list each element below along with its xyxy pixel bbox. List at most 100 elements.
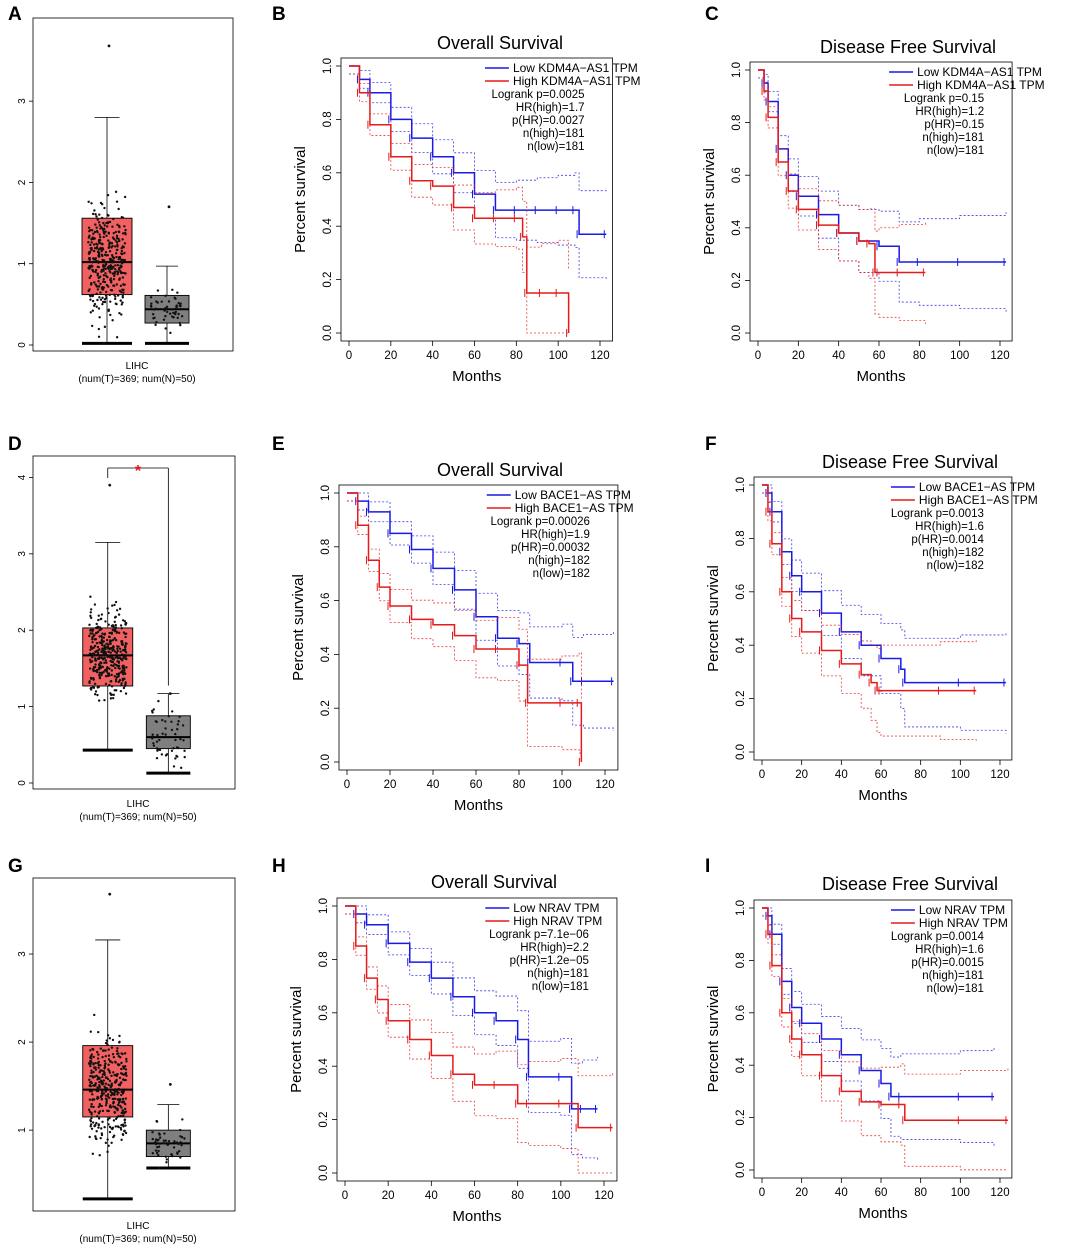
- data-point: [152, 708, 155, 711]
- stat-line: n(high)=181: [922, 970, 984, 982]
- data-point: [90, 324, 94, 328]
- legend-label: Low KDM4A−AS1 TPM: [917, 65, 1042, 79]
- data-point: [119, 299, 122, 302]
- data-point: [94, 663, 97, 666]
- data-point: [104, 620, 107, 623]
- data-point: [93, 237, 96, 240]
- data-point: [102, 235, 105, 239]
- data-point: [112, 638, 115, 642]
- series-high: [762, 484, 977, 743]
- data-point: [106, 260, 110, 264]
- plot-frame: [32, 455, 236, 790]
- data-point: [94, 1135, 97, 1138]
- data-point: [174, 732, 177, 736]
- y-tick-label: 0.8: [320, 539, 332, 555]
- data-point: [101, 1089, 104, 1093]
- data-point: [100, 1127, 103, 1130]
- data-point: [97, 251, 100, 254]
- data-point: [161, 732, 164, 735]
- data-point: [90, 282, 93, 285]
- data-point: [118, 1040, 121, 1044]
- data-point: [106, 1150, 109, 1154]
- data-point: [155, 740, 159, 743]
- data-point: [158, 1142, 162, 1145]
- data-point: [100, 638, 104, 642]
- data-point: [177, 301, 180, 305]
- stat-line: p(HR)=0.0014: [911, 534, 984, 546]
- y-tick-label: 4: [17, 474, 28, 480]
- data-point: [99, 282, 102, 286]
- data-point: [151, 312, 155, 316]
- data-point: [92, 686, 96, 689]
- data-point: [94, 631, 98, 635]
- data-point: [92, 1063, 95, 1066]
- stat-line: Logrank p=0.15: [904, 93, 984, 105]
- data-point: [108, 250, 112, 253]
- data-point: [90, 1102, 93, 1106]
- data-point: [104, 659, 108, 662]
- data-point: [92, 249, 96, 253]
- data-point: [96, 230, 99, 234]
- data-point: [88, 288, 91, 291]
- data-point: [113, 1111, 117, 1114]
- data-point: [117, 645, 120, 648]
- legend-label: High BACE1−AS TPM: [515, 501, 634, 515]
- data-point: [109, 642, 112, 645]
- data-point: [110, 258, 113, 261]
- data-points: [87, 892, 128, 1157]
- data-point: [93, 1098, 96, 1101]
- data-point: [119, 671, 122, 674]
- data-point: [93, 1075, 97, 1078]
- data-point: [170, 315, 174, 318]
- data-point: [96, 686, 100, 689]
- data-point: [112, 646, 115, 649]
- stat-line: n(high)=182: [528, 555, 590, 567]
- data-point: [177, 312, 180, 316]
- data-point: [151, 1152, 155, 1155]
- data-point: [89, 1120, 93, 1123]
- data-point: [95, 292, 98, 295]
- data-point: [97, 648, 100, 652]
- data-point: [98, 1154, 101, 1157]
- data-point: [116, 647, 119, 651]
- data-point: [123, 655, 126, 658]
- data-point: [96, 218, 99, 221]
- data-point: [114, 230, 118, 234]
- data-point: [88, 251, 92, 254]
- data-point: [112, 259, 115, 262]
- data-point: [110, 1141, 113, 1144]
- data-point: [89, 616, 93, 620]
- y-tick-label: 0.4: [320, 646, 332, 663]
- y-tick-label: 0.2: [318, 1112, 330, 1128]
- data-point: [106, 193, 110, 197]
- data-point: [116, 664, 119, 668]
- data-point: [114, 623, 117, 627]
- sample-count-caption: (num(T)=369; num(N)=50): [79, 812, 196, 823]
- data-point: [101, 1055, 104, 1059]
- data-point: [107, 611, 110, 615]
- data-point: [102, 342, 106, 345]
- data-point: [100, 270, 103, 273]
- series-low: [345, 905, 598, 1161]
- data-point: [108, 1105, 112, 1109]
- data-point: [113, 245, 117, 248]
- data-point: [163, 309, 166, 312]
- data-point: [97, 1066, 100, 1069]
- data-point: [108, 241, 112, 244]
- y-tick-label: 0.2: [735, 1110, 747, 1126]
- data-point: [89, 614, 92, 618]
- data-point: [91, 265, 94, 268]
- y-axis-label: Percent survival: [701, 148, 718, 255]
- data-point: [106, 1118, 110, 1121]
- data-point: [104, 1094, 108, 1097]
- data-point: [114, 626, 118, 629]
- data-point-outlier: [107, 44, 111, 48]
- x-axis-label: Months: [452, 368, 501, 385]
- data-point: [101, 287, 104, 291]
- data-point: [179, 1156, 182, 1159]
- data-point: [124, 1124, 127, 1127]
- data-point: [114, 1088, 117, 1091]
- data-point: [168, 312, 172, 315]
- data-point: [121, 659, 124, 662]
- panel-label: C: [705, 4, 719, 25]
